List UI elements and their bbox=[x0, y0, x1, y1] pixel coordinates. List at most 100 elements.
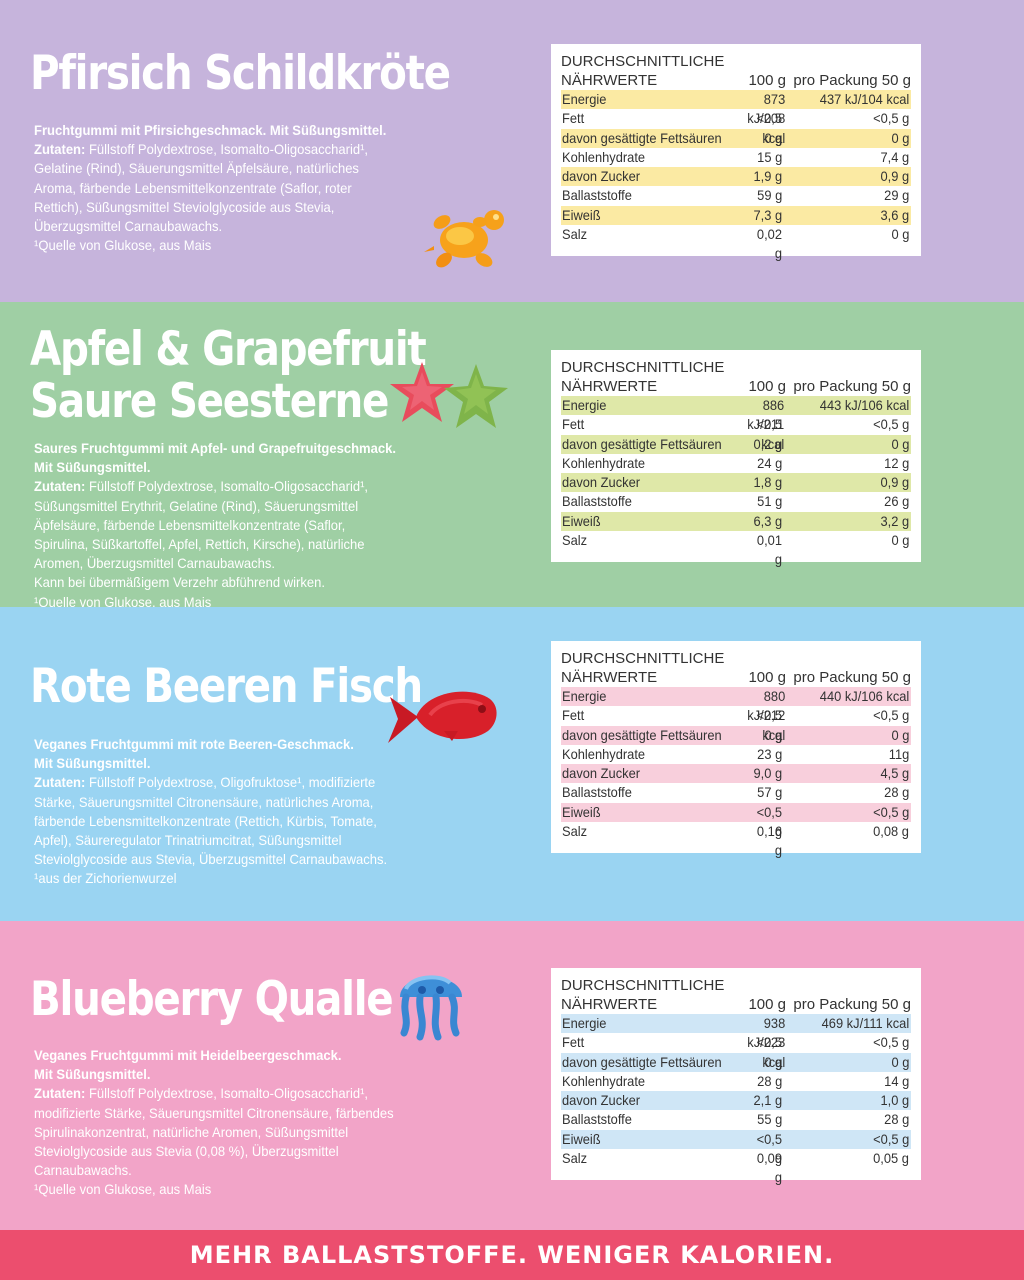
nutrition-column-headers: NÄHRWERTE 100 g pro Packung 50 g bbox=[561, 668, 911, 687]
desc-ingredients: modifizierte Stärke, Säuerungsmittel Cit… bbox=[34, 1104, 394, 1121]
nutrition-row: Energie 938 kJ/223 kcal 469 kJ/111 kcal bbox=[561, 1014, 911, 1070]
desc-ingredients: Gelatine (Rind), Säuerungsmittel Äpfelsä… bbox=[34, 160, 359, 177]
value-per-100g: 880 kJ/212 kcal bbox=[747, 688, 786, 743]
nutrition-row: davon Zucker 2,1 g 1,0 g bbox=[561, 1091, 911, 1111]
value-per-pack: 443 kJ/106 kcal bbox=[819, 397, 909, 413]
nutrition-column-headers: NÄHRWERTE 100 g pro Packung 50 g bbox=[561, 71, 911, 90]
nutrition-row: Kohlenhydrate 15 g 7,4 g bbox=[561, 148, 911, 167]
nutrient-label: Energie bbox=[562, 1015, 607, 1031]
nutrition-row: davon Zucker 1,8 g 0,9 g bbox=[561, 473, 911, 493]
nutrient-label: Salz bbox=[562, 532, 588, 549]
footer-banner: MEHR BALLASTSTOFFE. WENIGER KALORIEN. bbox=[0, 1230, 1024, 1280]
value-per-100g: <0,5 g bbox=[756, 707, 782, 743]
value-per-100g: <0,5 g bbox=[756, 416, 782, 452]
nutrient-label: Fett bbox=[562, 707, 585, 724]
nutrition-header-title: DURCHSCHNITTLICHE bbox=[561, 359, 725, 376]
value-per-pack: 3,2 g bbox=[880, 512, 909, 529]
nutrient-label: Salz bbox=[562, 226, 588, 243]
nutrition-row: Salz 0,01 g 0 g bbox=[561, 531, 911, 567]
column-header-100g: 100 g bbox=[748, 378, 786, 395]
desc-footnote: ¹Quelle von Glukose, aus Mais bbox=[34, 237, 212, 254]
value-per-100g: 51 g bbox=[756, 493, 782, 510]
nutrition-header: DURCHSCHNITTLICHE bbox=[561, 52, 911, 71]
nutrition-row: Kohlenhydrate 28 g 14 g bbox=[561, 1072, 911, 1091]
product-title: Rote Beeren Fisch bbox=[30, 661, 423, 713]
desc-ingredients: Aroma, färbende Lebensmittelkonzentrate … bbox=[34, 179, 352, 196]
column-header-pack: pro Packung 50 g bbox=[793, 378, 911, 395]
nutrition-row: Fett <0,5 g <0,5 g bbox=[561, 415, 911, 452]
nutrition-rows: Energie 873 kJ/208 kcal 437 kJ/104 kcal Fet… bbox=[561, 90, 911, 261]
value-per-pack: 0,05 g bbox=[873, 1150, 909, 1167]
value-per-pack: 440 kJ/106 kcal bbox=[819, 688, 909, 704]
nutrition-row: davon gesättigte Fettsäuren 0 g 0 g bbox=[561, 725, 911, 745]
value-per-100g: 15 g bbox=[756, 148, 782, 165]
nutrient-label: Eiweiß bbox=[562, 1130, 601, 1147]
nutrient-label: davon gesättigte Fettsäuren bbox=[562, 1053, 722, 1070]
value-per-pack: 14 g bbox=[883, 1072, 909, 1089]
product-description: Veganes Fruchtgummi mit Heidelbeergeschm… bbox=[34, 1046, 464, 1200]
product-description: Veganes Fruchtgummi mit rote Beeren-Gesc… bbox=[34, 735, 464, 889]
value-per-pack: 3,6 g bbox=[880, 206, 909, 223]
nutrient-label: Energie bbox=[562, 688, 607, 704]
product-title-line: Apfel & Grapefruit bbox=[30, 322, 427, 377]
desc-footnote: ¹Quelle von Glukose, aus Mais bbox=[34, 593, 212, 607]
value-per-100g: 0,16 g bbox=[756, 823, 782, 859]
desc-ingredients: Steviolglycoside aus Stevia, Überzugsmit… bbox=[34, 851, 388, 868]
nutrition-row: Ballaststoffe 55 g 28 g bbox=[561, 1110, 911, 1129]
nutrient-label: davon Zucker bbox=[562, 1092, 641, 1109]
value-per-100g: 57 g bbox=[756, 784, 782, 801]
value-per-pack: 12 g bbox=[883, 454, 909, 471]
desc-ingredients: Rettich), Süßungsmittel Steviolglycoside… bbox=[34, 198, 335, 215]
value-per-100g: 1,8 g bbox=[753, 474, 782, 491]
nutrition-column-headers: NÄHRWERTE 100 g pro Packung 50 g bbox=[561, 995, 911, 1014]
nutrient-label: Fett bbox=[562, 1034, 585, 1051]
desc-intro: Fruchtgummi mit Pfirsichgeschmack. Mit S… bbox=[34, 122, 387, 138]
nutrient-label: Kohlenhydrate bbox=[562, 1072, 646, 1089]
nutrition-row: Fett <0,5 g <0,5 g bbox=[561, 706, 911, 743]
product-title-line: Pfirsich Schildkröte bbox=[30, 46, 451, 101]
product-section-sour-starfish: Apfel & Grapefruit Saure Seesterne Saure… bbox=[0, 302, 1024, 607]
nutrient-label: davon Zucker bbox=[562, 474, 641, 491]
product-title: Apfel & Grapefruit Saure Seesterne bbox=[30, 322, 427, 429]
nutrition-row: Energie 886 kJ/211 kcal 443 kJ/106 kcal bbox=[561, 396, 911, 452]
footer-slogan: MEHR BALLASTSTOFFE. WENIGER KALORIEN. bbox=[189, 1241, 835, 1269]
jellyfish-gummy-icon bbox=[400, 975, 462, 1041]
nutrition-rows: Energie 938 kJ/223 kcal 469 kJ/111 kcal Fet… bbox=[561, 1014, 911, 1185]
nutrient-label: Fett bbox=[562, 110, 585, 127]
nutrient-label: Ballaststoffe bbox=[562, 784, 632, 801]
nutrient-label: Kohlenhydrate bbox=[562, 148, 646, 165]
value-per-100g: 1,9 g bbox=[753, 168, 782, 185]
nutrient-label: davon Zucker bbox=[562, 168, 641, 185]
column-header-pack: pro Packung 50 g bbox=[793, 72, 911, 89]
nutrient-label: davon gesättigte Fettsäuren bbox=[562, 435, 722, 452]
value-per-100g: <0,5 g bbox=[756, 1034, 782, 1070]
nutrient-label: Eiweiß bbox=[562, 206, 601, 223]
value-per-pack: <0,5 g bbox=[872, 416, 909, 433]
desc-ingredients: Spirulinakonzentrat, natürliche Aromen, … bbox=[34, 1123, 349, 1140]
value-per-100g: 0 g bbox=[764, 1053, 782, 1070]
product-title-line: Saure Seesterne bbox=[30, 374, 389, 429]
nutrient-label: Kohlenhydrate bbox=[562, 745, 646, 762]
value-per-100g: 6,3 g bbox=[753, 512, 782, 529]
nutrition-row: Ballaststoffe 59 g 29 g bbox=[561, 186, 911, 205]
desc-footnote: ¹aus der Zichorienwurzel bbox=[34, 870, 177, 887]
desc-intro: Veganes Fruchtgummi mit Heidelbeergeschm… bbox=[34, 1047, 342, 1063]
column-header-100g: 100 g bbox=[748, 72, 786, 89]
product-title: Pfirsich Schildkröte bbox=[30, 46, 451, 101]
value-per-pack: 0 g bbox=[891, 532, 909, 549]
fish-gummy-icon bbox=[388, 691, 497, 743]
nutrient-label: Kohlenhydrate bbox=[562, 454, 646, 471]
value-per-100g: 24 g bbox=[756, 454, 782, 471]
product-description: Fruchtgummi mit Pfirsichgeschmack. Mit S… bbox=[34, 121, 464, 255]
value-per-100g: <0,5 g bbox=[756, 803, 782, 840]
column-header-pack: pro Packung 50 g bbox=[793, 996, 911, 1013]
value-per-100g: 9,0 g bbox=[753, 765, 782, 782]
value-per-pack: 11g bbox=[888, 745, 909, 762]
nutrition-row: Salz 0,09 g 0,05 g bbox=[561, 1149, 911, 1185]
desc-ingredients: Carnaubawachs. bbox=[34, 1162, 132, 1179]
value-per-100g: 938 kJ/223 kcal bbox=[747, 1015, 786, 1070]
desc-ingredients: Zutaten: Füllstoff Polydextrose, Isomalt… bbox=[34, 1085, 369, 1102]
nutrition-panel: DURCHSCHNITTLICHE NÄHRWERTE 100 g pro Pa… bbox=[551, 641, 921, 859]
desc-intro: Mit Süßungsmittel. bbox=[34, 459, 151, 476]
desc-intro: Mit Süßungsmittel. bbox=[34, 755, 151, 772]
